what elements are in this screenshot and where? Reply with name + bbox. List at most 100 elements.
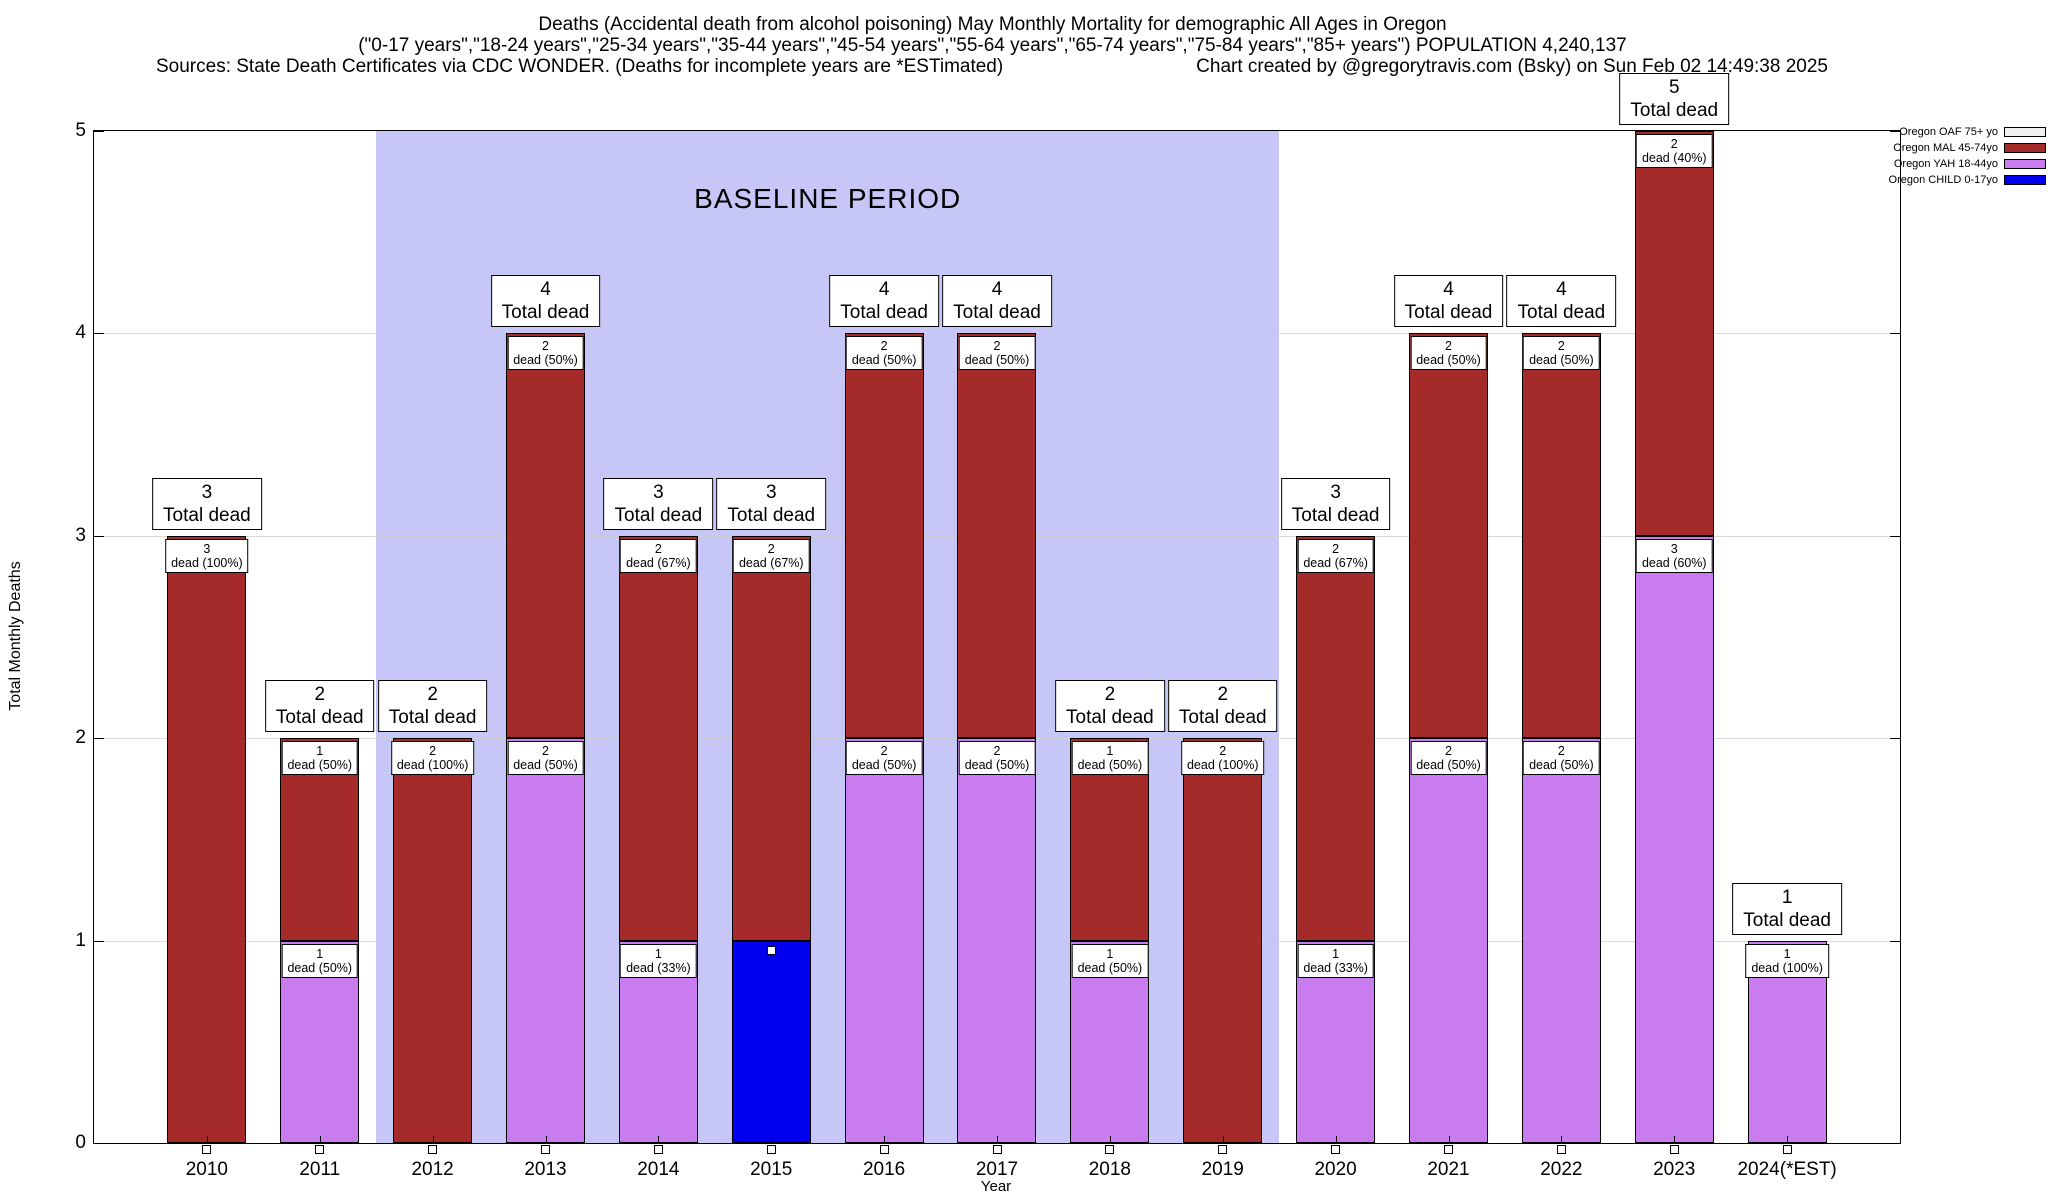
baseline-period-label: BASELINE PERIOD [694,183,962,214]
segment-caption: dead (50%) [1529,758,1594,773]
y-tick-mark [1890,940,1900,942]
bar-segment [1408,333,1488,739]
legend-swatch [2004,175,2046,185]
total-count: 5 [1668,77,1680,98]
bar-segment [1634,131,1714,536]
chart-sources-note: Sources: State Death Certificates via CD… [156,56,1004,77]
total-count: 4 [991,279,1003,301]
point-marker [766,946,776,956]
x-tick-label: 2016 [862,1159,906,1180]
segment-label: 2 dead (100%) [390,741,475,776]
total-dead-label: 1 Total dead [1732,882,1842,935]
total-caption: Total dead [1066,707,1154,729]
total-dead-label: 3 Total dead [152,477,262,530]
y-tick-mark [1890,333,1900,335]
segment-label: 1 dead (50%) [1071,741,1149,776]
segment-caption: dead (40%) [1641,151,1707,165]
y-tick-mark [94,1143,104,1144]
x-tick-mark [997,1136,998,1143]
x-tick-mark [884,1136,886,1143]
bar-segment [618,535,698,941]
total-count: 3 [1330,481,1341,503]
total-count: 2 [314,684,326,706]
bar-segment [731,535,811,941]
y-tick-mark [94,738,104,740]
total-dead-label: 2 Total dead [1055,680,1165,733]
segment-count: 1 [1332,946,1340,961]
legend-label: Oregon OAF 75+ yo [1899,126,1998,138]
zero-point-marker [879,1145,889,1154]
x-tick-mark [1448,1136,1450,1143]
total-caption: Total dead [1291,504,1380,526]
x-tick-label: 2014 [637,1159,680,1180]
legend-item: Oregon MAL 45-74yo [1889,140,2046,156]
segment-label: 2 dead (50%) [1410,336,1487,371]
segment-caption: dead (100%) [1186,758,1259,773]
x-tick-mark [1109,1136,1111,1143]
x-tick-mark [545,1136,547,1143]
total-caption: Total dead [388,707,477,729]
zero-point-marker [653,1145,663,1154]
y-tick-label: 1 [75,929,86,951]
x-tick-mark [1335,1136,1337,1143]
total-caption: Total dead [163,504,251,526]
x-tick-label: 2024(*EST) [1737,1159,1837,1180]
x-tick-label: 2018 [1088,1159,1132,1180]
total-dead-label: 2 Total dead [264,680,375,733]
chart-credit-note: Chart created by @gregorytravis.com (Bsk… [1196,56,1828,77]
bar-segment [505,738,585,1143]
total-count: 3 [653,481,664,503]
segment-label: 2 dead (50%) [1523,336,1600,371]
total-caption: Total dead [840,302,928,324]
chart-header: Deaths (Accidental death from alcohol po… [0,14,1985,56]
segment-label: 2 dead (40%) [1635,134,1713,168]
segment-caption: dead (50%) [287,960,353,975]
x-tick-mark [771,1136,773,1143]
zero-point-marker [1444,1145,1453,1154]
legend-swatch [2004,143,2046,153]
segment-label: 2 dead (50%) [845,336,923,371]
zero-point-marker [202,1145,212,1154]
segment-label: 2 dead (67%) [1297,538,1374,573]
segment-caption: dead (33%) [1303,960,1368,975]
segment-caption: dead (100%) [171,555,243,570]
total-caption: Total dead [1743,909,1831,931]
segment-caption: dead (67%) [738,555,804,570]
segment-label: 2 dead (67%) [732,538,810,573]
total-dead-label: 3 Total dead [716,477,827,530]
segment-caption: dead (50%) [1529,353,1594,368]
legend-item: Oregon OAF 75+ yo [1889,124,2046,140]
segment-caption: dead (60%) [1641,555,1707,570]
x-tick-label: 2019 [1201,1159,1244,1180]
zero-point-marker [1782,1145,1792,1154]
x-tick-mark [432,1136,434,1143]
legend-item: Oregon YAH 18-44yo [1889,156,2046,172]
x-tick-mark [1222,1136,1224,1143]
segment-caption: dead (100%) [1751,960,1823,975]
bar-segment [844,738,924,1143]
segment-count: 2 [767,541,775,556]
y-tick-mark [1890,738,1900,740]
segment-label: 2 dead (100%) [1180,741,1265,776]
x-tick-label: 2023 [1653,1159,1696,1180]
total-dead-label: 4 Total dead [490,275,601,328]
bar-segment [957,333,1037,739]
x-axis-title: Year [980,1178,1012,1195]
segment-count: 2 [1445,339,1452,354]
zero-point-marker [1669,1145,1679,1154]
y-tick-label: 2 [75,727,86,749]
segment-caption: dead (33%) [626,960,691,975]
segment-count: 1 [316,946,324,961]
legend-swatch [2004,127,2046,137]
x-tick-mark [206,1136,208,1143]
segment-caption: dead (50%) [1077,960,1143,975]
segment-count: 2 [1332,541,1340,556]
total-caption: Total dead [501,302,590,324]
bar-segment [393,738,473,1143]
x-tick-mark [1674,1136,1676,1143]
total-count: 2 [1104,684,1116,706]
zero-point-marker [315,1145,325,1154]
segment-label: 2 dead (50%) [958,336,1036,371]
legend-item: Oregon CHILD 0-17yo [1889,172,2046,188]
total-count: 4 [1443,279,1454,301]
